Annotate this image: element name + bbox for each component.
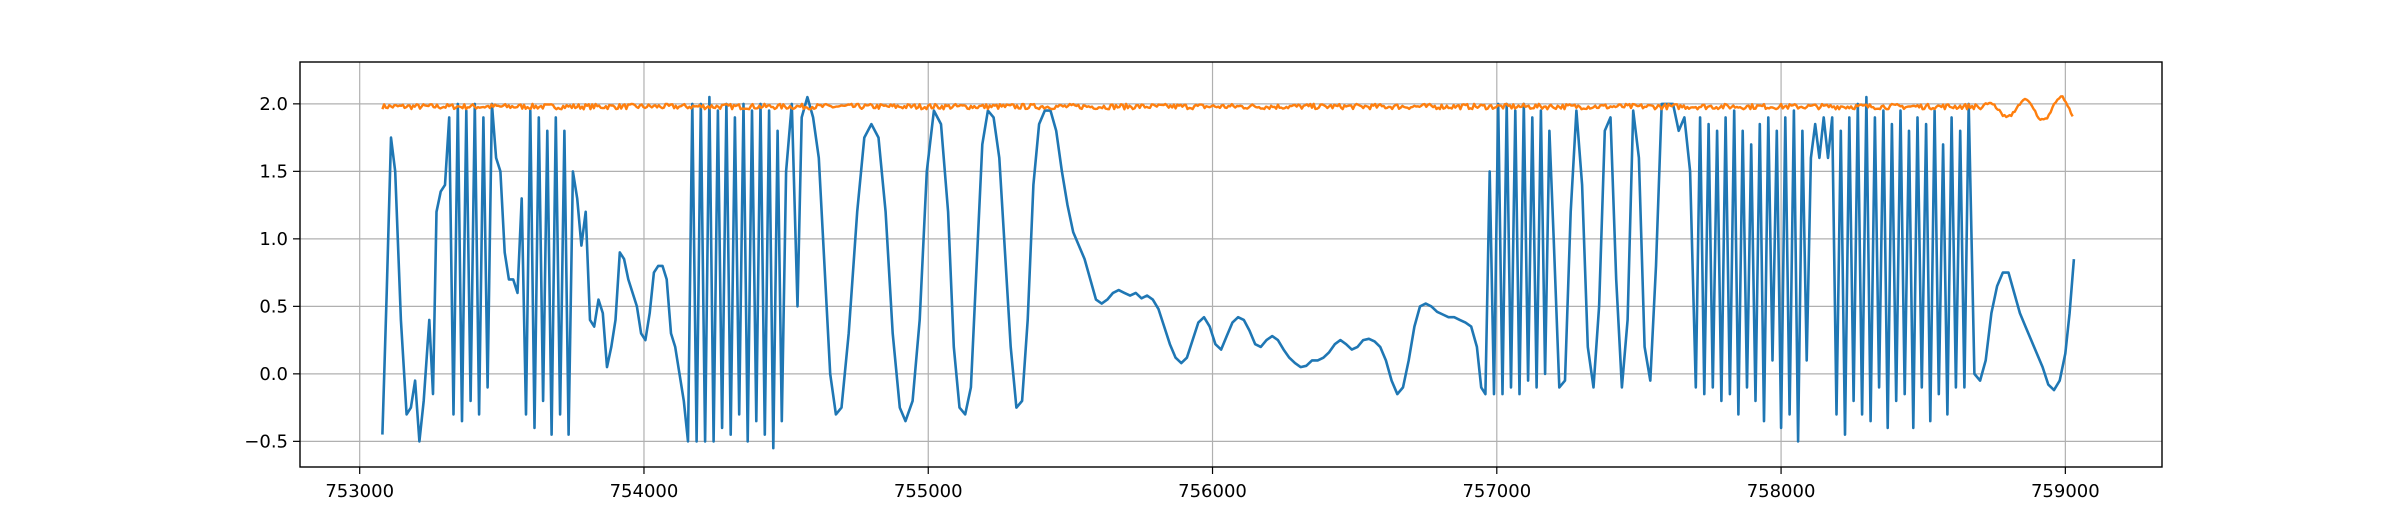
- x-tick-label: 754000: [610, 481, 679, 502]
- y-tick-label: 1.0: [259, 229, 288, 250]
- y-tick-label: 0.5: [259, 296, 288, 317]
- x-tick-label: 757000: [1462, 481, 1531, 502]
- y-tick-label: −0.5: [244, 431, 288, 452]
- y-tick-label: 0.0: [259, 364, 288, 385]
- x-axis: 753000 754000 755000 756000 757000 758000 7590…: [325, 467, 2100, 502]
- x-tick-label: 753000: [325, 481, 394, 502]
- x-tick-label: 755000: [894, 481, 963, 502]
- series-line-blue: [381, 95, 2076, 450]
- y-tick-label: 1.5: [259, 161, 288, 182]
- plot-frame: [299, 61, 2163, 468]
- x-tick-label: 756000: [1178, 481, 1247, 502]
- y-axis: −0.5 0.0 0.5 1.0 1.5 2.0: [244, 94, 300, 452]
- x-tick-label: 758000: [1747, 481, 1816, 502]
- series-line-orange: [381, 95, 2074, 121]
- plot-lines: [381, 95, 2076, 450]
- x-tick-label: 759000: [2031, 481, 2100, 502]
- y-tick-label: 2.0: [259, 94, 288, 115]
